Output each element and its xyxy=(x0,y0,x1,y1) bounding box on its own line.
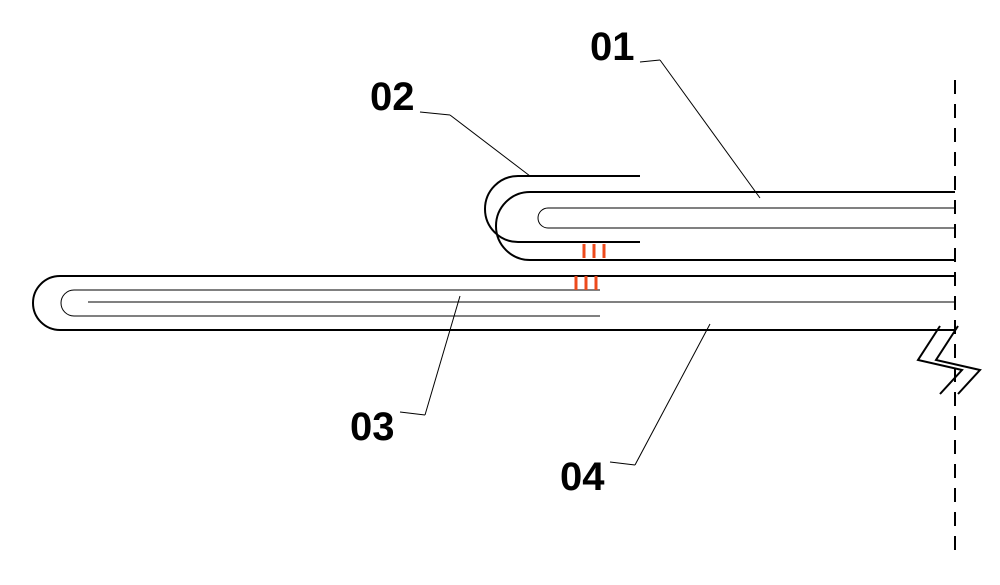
lower-mid-tube xyxy=(61,290,600,316)
engineering-diagram: 01 02 03 04 xyxy=(0,0,1000,585)
upper-mid-tube xyxy=(485,176,640,242)
leader-03-h xyxy=(400,412,425,415)
label-04: 04 xyxy=(560,455,605,499)
upper-inner-tube xyxy=(538,208,955,228)
label-02: 02 xyxy=(370,75,415,119)
label-01: 01 xyxy=(590,25,635,69)
leader-02 xyxy=(450,115,530,176)
leader-04 xyxy=(635,324,710,465)
leader-04-h xyxy=(610,462,635,465)
leader-03 xyxy=(425,296,460,415)
upper-outer-tube xyxy=(496,192,955,260)
leader-01 xyxy=(660,60,760,198)
label-03: 03 xyxy=(350,405,395,449)
leader-02-h xyxy=(420,112,450,115)
leader-01-h xyxy=(640,60,660,62)
break-symbol-2 xyxy=(936,326,980,394)
lower-outer-tube xyxy=(33,276,955,330)
